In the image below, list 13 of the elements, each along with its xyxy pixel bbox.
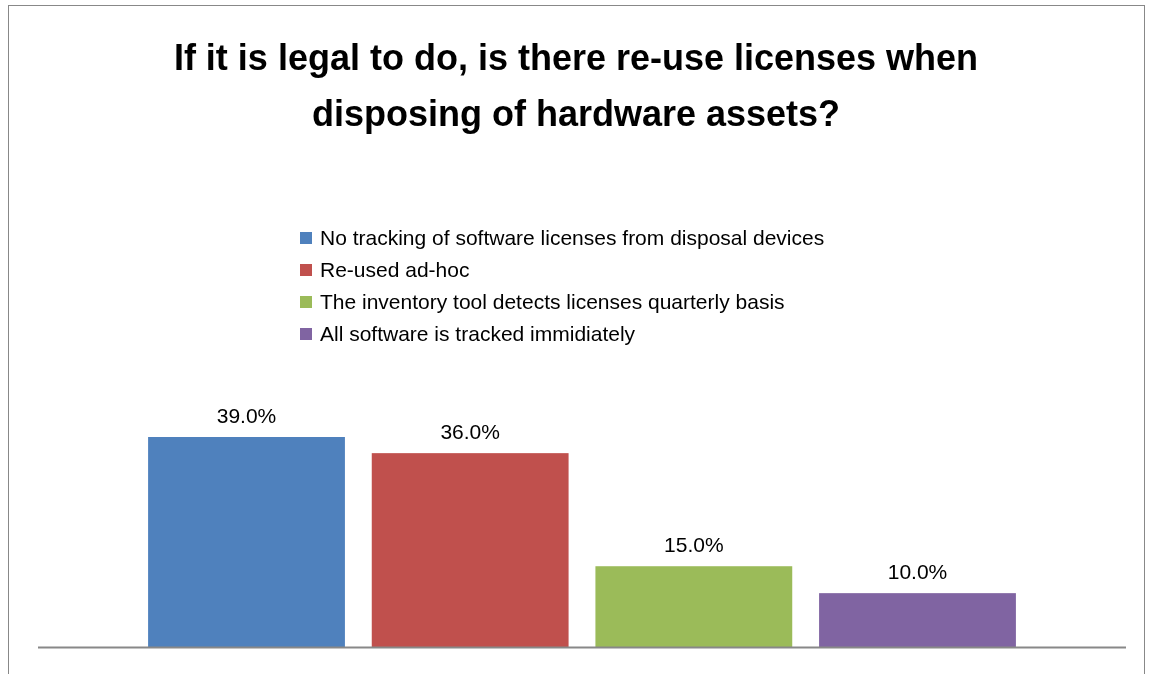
chart-title: If it is legal to do, is there re-use licenses when disposing of hardware assets? xyxy=(173,37,979,134)
data-label: 10.0% xyxy=(887,560,948,584)
legend-label: The inventory tool detects licenses quarterly basis xyxy=(320,290,785,314)
data-label: 39.0% xyxy=(216,404,277,427)
data-label: 15.0% xyxy=(664,533,724,557)
bar xyxy=(371,453,569,647)
bar xyxy=(595,566,793,647)
legend-label: No tracking of software licenses from disposal devices xyxy=(320,226,825,250)
legend-label: Re-used ad-hoc xyxy=(320,258,470,282)
bar xyxy=(148,437,345,647)
legend-label: All software is tracked immidiately xyxy=(320,322,636,346)
bar xyxy=(819,593,1016,647)
data-label: 36.0% xyxy=(440,420,500,444)
